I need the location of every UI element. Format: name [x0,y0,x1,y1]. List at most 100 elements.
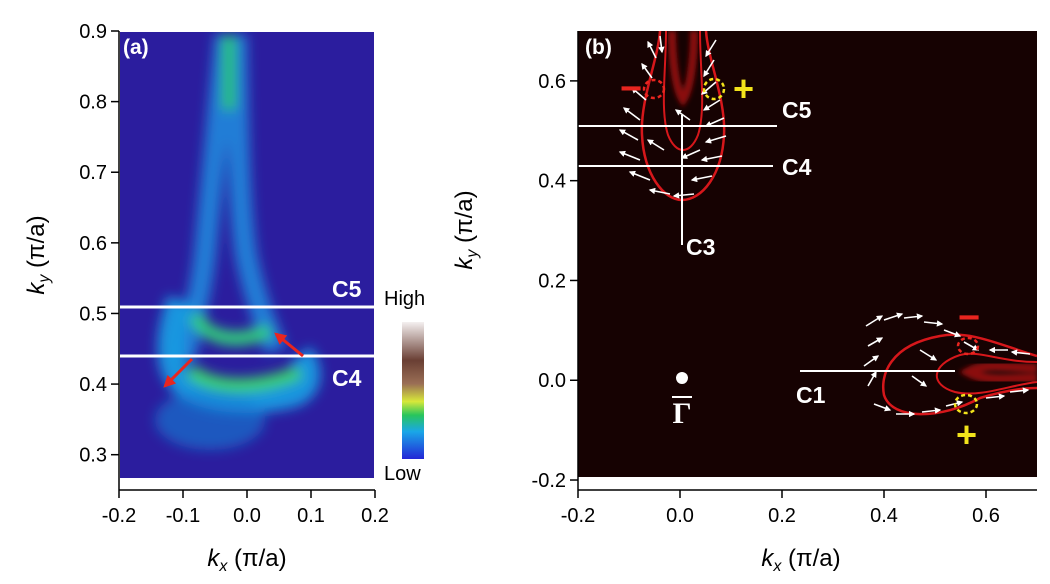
xlabel-sub: x [218,558,228,575]
spin-arrow [867,370,877,387]
xlabel-var: k [207,545,221,572]
sign-marker-plus-right [953,393,979,415]
spin-arrow [911,375,928,387]
spin-arrow [680,149,701,159]
spin-arrow [700,155,723,163]
spin-arrow [863,355,880,367]
heatmap-intensity [155,33,321,450]
contour-right-outer [882,333,1037,416]
panel-b-ylabel: ky (π/a) [451,190,481,269]
spin-arrow [883,312,904,321]
panel-a: C5 C4 (a) -0.2 -0.1 0.0 0.1 0.2 0.3 0.4 0.5 0.6 0… [23,21,389,575]
sign-marker-plus-upper [702,77,726,101]
spin-arrow [646,139,665,151]
y-tick-label: 0.9 [79,21,107,43]
sign-label-plus-right: + [956,414,977,455]
spin-arrow [618,150,641,161]
xlabel-var: k [761,545,775,572]
spin-arrow [1009,387,1030,394]
y-tick-label: 0.6 [79,233,107,255]
panel-label-b: (b) [585,36,612,59]
colorbar-high-label: High [384,288,425,310]
y-tick-label: 0.6 [538,71,566,93]
red-arrow-left [163,357,194,388]
spin-arrow [618,129,639,141]
spectral-band-upper [173,33,287,363]
spectral-band-c4 [185,364,303,393]
ylabel-sub: y [464,249,481,259]
colorbar-gradient [402,322,424,459]
contour-right-inner [935,352,1037,395]
spin-arrow [628,170,651,181]
y-tick-label: 0.0 [538,370,566,392]
spin-arrow [867,337,884,347]
sign-label-plus-upper: + [733,68,754,109]
red-arrow-right [274,332,304,358]
y-tick-label: 0.3 [79,445,107,467]
xlabel-unit: (π/a) [227,545,286,572]
x-tick-label: 0.0 [666,505,694,527]
spin-arrow [903,313,924,320]
cut-label-c3-b: C3 [686,234,715,260]
spin-arrow [985,393,1006,400]
spin-arrow [943,329,962,338]
x-tick-label: 0.4 [870,505,898,527]
ylabel-unit: (π/a) [451,190,478,249]
spin-arrow [702,99,721,111]
y-tick-label: 0.2 [538,270,566,292]
spectral-band-c5 [188,311,274,346]
panel-a-axes: -0.2 -0.1 0.0 0.1 0.2 0.3 0.4 0.5 0.6 0.7 0.8 0.9 [79,21,389,527]
cut-label-c4-a: C4 [332,365,362,391]
x-tick-label: 0.2 [361,505,389,527]
ylabel-unit: (π/a) [23,215,50,274]
ylabel-sub: y [36,274,53,284]
cut-label-c4-b: C4 [782,154,812,180]
x-tick-label: 0.6 [972,505,1000,527]
cut-label-c5-a: C5 [332,276,362,302]
spin-arrow [963,341,980,351]
panel-a-xlabel: kx (π/a) [207,545,286,575]
y-tick-label: 0.7 [79,162,107,184]
xlabel-unit: (π/a) [781,545,840,572]
x-tick-label: -0.1 [166,505,200,527]
colorbar-low-label: Low [384,463,421,485]
x-tick-label: 0.1 [297,505,325,527]
spin-arrow [647,40,657,59]
spin-arrow [703,59,715,78]
sign-label-minus-right: − [958,297,980,339]
y-tick-label: -0.2 [532,470,566,492]
sign-marker-minus-upper [642,78,666,100]
sign-label-minus-upper: − [620,68,642,110]
spin-arrow [622,107,641,121]
sign-marker-minus-right [956,336,980,356]
cut-label-c1-b: C1 [796,382,826,408]
spin-arrow [865,315,884,327]
ylabel-var: k [451,256,478,270]
spin-arrow [705,39,717,58]
spin-arrow [658,35,665,54]
spin-arrow [690,175,713,183]
spin-arrows-right [863,312,1031,418]
spin-arrow [672,192,695,199]
panel-b: C5 C4 C3 C1 − + − + Γ (b) -0.2 0.0 0.2 0.4 0… [451,31,1037,575]
x-tick-label: 0.0 [233,505,261,527]
y-tick-label: 0.4 [538,171,566,193]
spin-arrow [921,407,942,414]
spin-arrow [873,403,892,412]
panel-b-xlabel: kx (π/a) [761,545,840,575]
spin-arrow [648,187,671,195]
contour-right [882,333,1037,416]
cut-label-c5-b: C5 [782,97,812,123]
y-tick-label: 0.8 [79,92,107,114]
spin-arrow [704,117,725,127]
ylabel-var: k [23,281,50,295]
colorbar: High Low [384,288,425,485]
x-tick-label: 0.2 [768,505,796,527]
spin-arrows-upper [618,35,727,199]
spectral-tail [155,390,265,450]
panel-b-axes: -0.2 0.0 0.2 0.4 0.6 -0.2 0.0 0.2 0.4 0.6 [532,31,1037,527]
spin-arrow [631,87,647,101]
spin-arrow [919,349,938,361]
y-tick-label: 0.5 [79,303,107,325]
